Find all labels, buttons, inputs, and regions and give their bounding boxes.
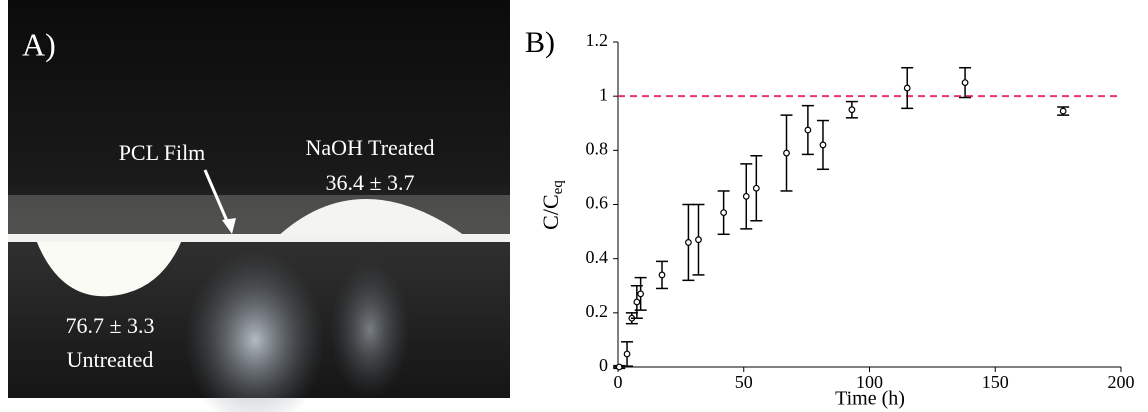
y-tick-label: 0.8	[586, 138, 609, 158]
point	[695, 236, 702, 244]
treated-angle: 36.4 ± 3.7	[325, 170, 414, 195]
x-tick-label: 100	[856, 372, 883, 392]
point	[848, 106, 856, 114]
point	[615, 363, 623, 371]
y-tick-label: 0.2	[586, 301, 609, 321]
x-tick-label: 50	[735, 372, 753, 392]
reflection	[185, 250, 325, 412]
treated-label: NaOH Treated	[306, 135, 435, 160]
point	[819, 141, 827, 149]
x-tick-label: 200	[1108, 372, 1135, 392]
x-axis-label: Time (h)	[835, 388, 905, 410]
film-label: PCL Film	[119, 140, 206, 165]
y-tick-label: 1	[599, 84, 608, 104]
y-tick-label: 1.2	[586, 30, 609, 50]
film	[8, 234, 510, 242]
panel-label: B)	[525, 26, 555, 59]
point	[685, 239, 692, 246]
y-label-main: C/C	[538, 194, 563, 229]
y-tick-label: 0.6	[586, 193, 609, 213]
point	[623, 350, 631, 358]
point	[637, 290, 645, 298]
panel-label: A)	[22, 26, 56, 62]
point	[804, 126, 812, 134]
treated-droplet	[276, 199, 468, 238]
point	[752, 184, 760, 192]
photo: A) PCL Film NaOH Treated 36.4 ± 3.7 76.7…	[8, 0, 510, 412]
point	[961, 79, 969, 87]
point	[633, 298, 641, 306]
untreated-angle: 76.7 ± 3.3	[65, 313, 154, 338]
point	[720, 209, 728, 217]
point	[783, 149, 790, 157]
point	[903, 84, 911, 92]
y-tick-label: 0	[599, 355, 608, 375]
arrow	[203, 169, 232, 229]
y-axis-label: C/Ceq	[538, 180, 566, 230]
arrow-head	[222, 218, 236, 234]
point	[742, 192, 750, 200]
y-tick-label: 0.4	[586, 247, 609, 267]
untreated-droplet	[36, 240, 182, 297]
untreated-label: Untreated	[67, 347, 154, 372]
point	[658, 271, 666, 279]
point	[1059, 107, 1067, 115]
y-label-subscript: eq	[550, 180, 566, 195]
reflection	[330, 260, 410, 400]
x-tick-label: 150	[982, 372, 1009, 392]
x-tick-label: 0	[614, 372, 623, 392]
